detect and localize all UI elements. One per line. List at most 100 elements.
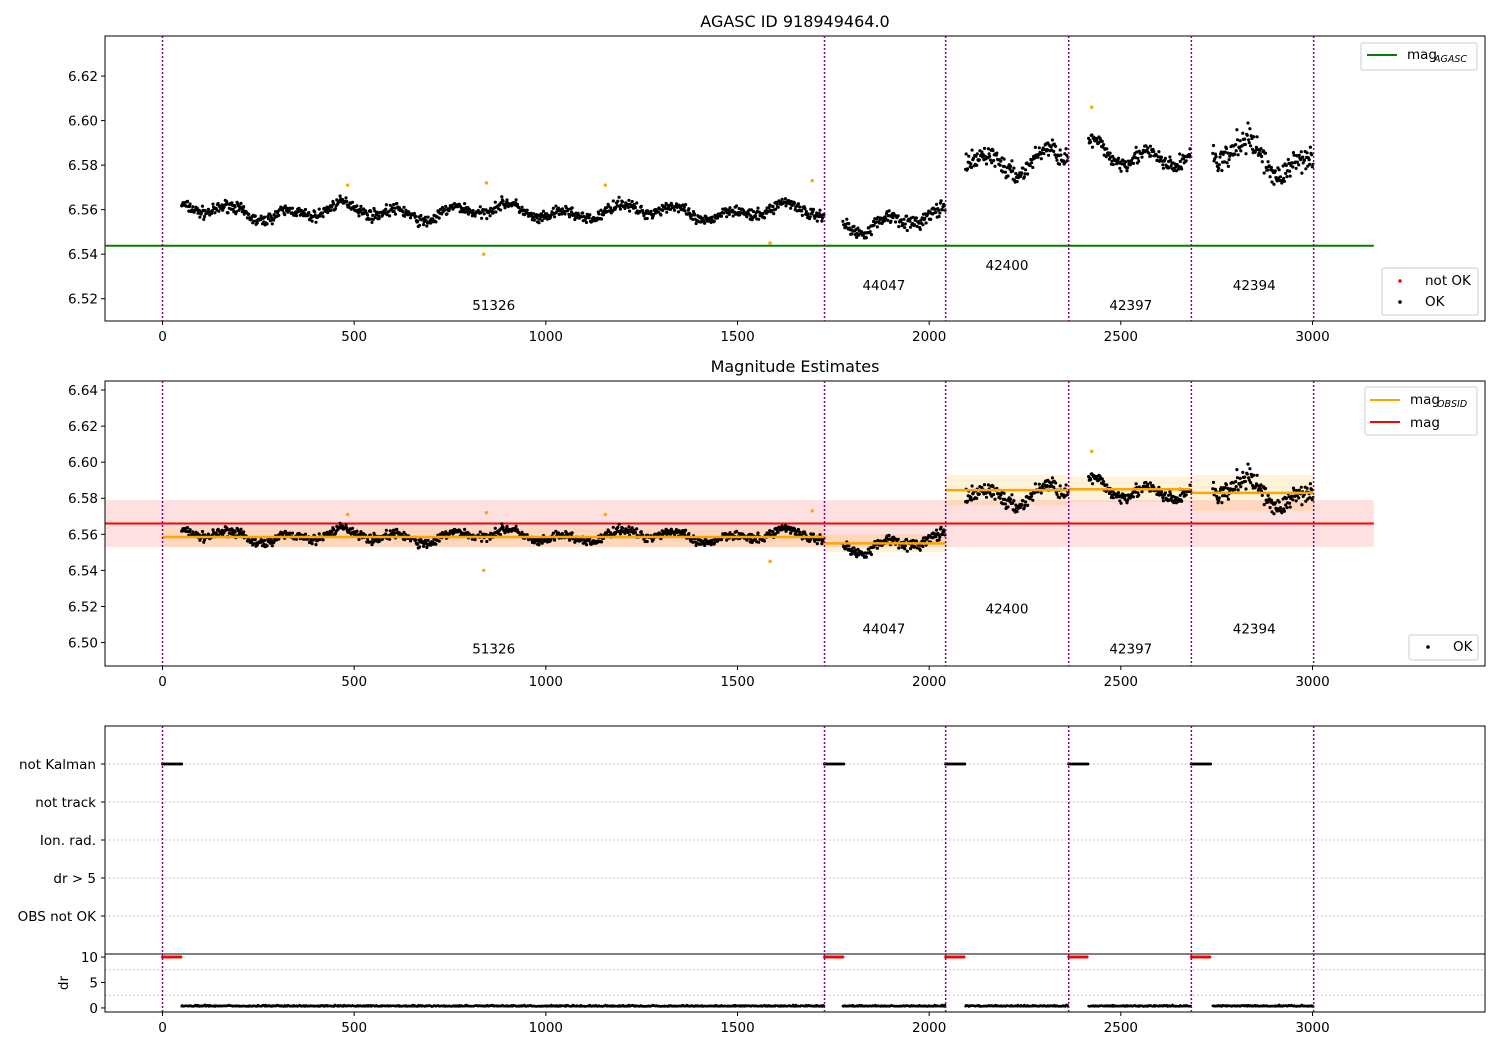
data-point [437,216,441,220]
data-point [380,213,385,217]
data-point [776,530,780,534]
data-point [359,530,363,534]
data-point [921,223,925,227]
data-point [934,534,938,539]
data-point [1305,151,1309,155]
outlier-point [484,181,489,185]
data-point [1104,155,1108,159]
data-point [1141,151,1145,155]
data-point [262,538,267,543]
data-point [886,218,890,222]
data-point [1157,150,1161,154]
data-point [905,537,909,542]
data-point [1262,171,1266,175]
data-point [1052,149,1056,154]
clipped-point [841,955,845,959]
data-point [1284,503,1288,507]
data-point [1111,496,1115,500]
data-point [792,201,797,205]
data-point [821,216,825,220]
data-point [253,537,257,542]
data-point [1024,500,1028,504]
data-point [627,525,631,529]
data-point [1245,472,1249,476]
data-point [687,207,691,211]
data-point [1278,175,1283,179]
data-point [628,209,632,213]
data-point [329,208,333,212]
data-point [1248,127,1252,131]
data-point [375,210,379,214]
data-point [344,196,348,200]
data-point [1058,484,1062,488]
data-point [993,164,997,168]
data-point [498,208,503,212]
data-point [1121,158,1125,162]
data-point [357,214,361,218]
data-point [734,529,739,534]
data-point [529,211,533,215]
data-point [1020,171,1024,175]
data-point [488,537,492,541]
data-point [1220,501,1224,505]
data-point [1225,494,1229,498]
data-point [422,223,426,227]
data-point [649,209,653,213]
data-point [1213,152,1217,156]
data-point [200,204,205,208]
data-point [850,232,854,236]
data-point [869,552,874,557]
data-point [1297,163,1301,167]
data-point [734,204,739,208]
data-point [493,200,497,204]
legend-marker-icon [1426,645,1430,649]
legend-label: OK [1425,294,1446,310]
data-point [233,530,237,534]
data-point [911,215,915,219]
data-point [929,217,933,221]
data-point [847,544,851,548]
data-point [975,152,979,156]
data-point [231,207,235,211]
data-point [584,543,589,547]
data-point [314,543,318,547]
data-point [874,220,878,224]
data-point [876,215,880,219]
data-point [1163,491,1167,495]
data-point [347,205,351,209]
data-point [774,532,778,536]
data-point [703,221,707,225]
data-point [259,214,263,218]
data-point [1282,176,1286,180]
data-point [924,221,928,225]
data-point [1236,488,1240,492]
data-point [914,216,919,220]
data-point [320,211,325,215]
data-point [1045,484,1049,488]
data-point [1310,153,1314,157]
data-point [762,539,767,543]
data-point [1163,156,1167,160]
data-point [1140,490,1144,494]
data-point [337,200,341,204]
outlier-point [603,183,607,187]
data-point [986,483,991,487]
data-point [903,222,907,226]
data-point [1178,493,1182,497]
data-point [220,203,224,207]
data-point [1021,499,1025,503]
data-point [745,215,749,219]
data-point [1006,505,1010,509]
data-point [796,527,801,532]
data-point [466,212,471,216]
data-point [226,211,230,215]
data-point [923,216,927,220]
data-point [1125,169,1129,173]
data-point [395,527,399,531]
data-point [1031,498,1035,502]
data-point [661,533,665,537]
data-point [377,216,381,221]
data-point [1090,133,1094,137]
data-point [864,555,868,559]
data-point [1297,488,1301,492]
